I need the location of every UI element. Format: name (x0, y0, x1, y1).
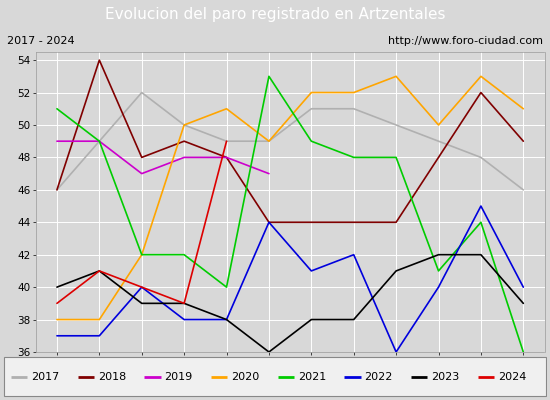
Text: 2023: 2023 (431, 372, 459, 382)
Text: 2021: 2021 (298, 372, 326, 382)
Text: Evolucion del paro registrado en Artzentales: Evolucion del paro registrado en Artzent… (104, 8, 446, 22)
Text: 2019: 2019 (164, 372, 192, 382)
FancyBboxPatch shape (4, 357, 546, 396)
Text: 2022: 2022 (365, 372, 393, 382)
Text: 2017: 2017 (31, 372, 59, 382)
Text: 2017 - 2024: 2017 - 2024 (7, 36, 74, 46)
Text: 2020: 2020 (231, 372, 260, 382)
Text: 2024: 2024 (498, 372, 526, 382)
Text: http://www.foro-ciudad.com: http://www.foro-ciudad.com (388, 36, 543, 46)
Text: 2018: 2018 (98, 372, 126, 382)
